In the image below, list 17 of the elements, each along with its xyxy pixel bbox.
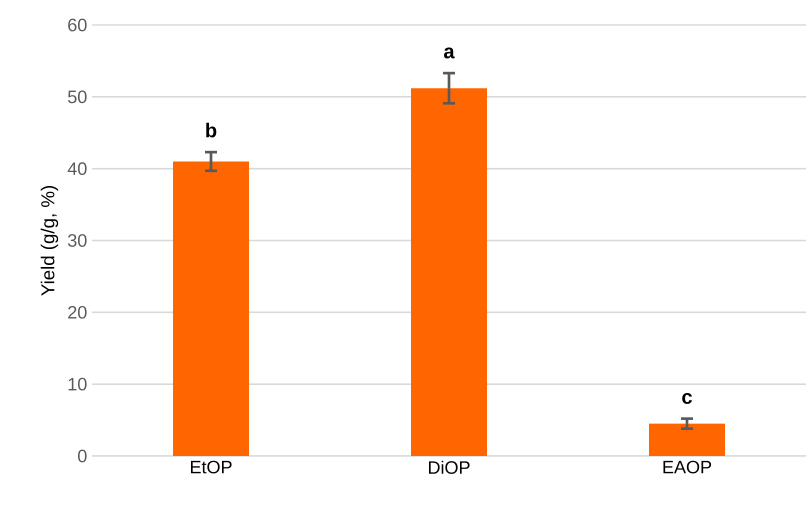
- y-tick-label: 20: [68, 306, 87, 319]
- y-tick-label: 10: [68, 378, 87, 391]
- annotation: a: [444, 47, 455, 58]
- y-tick-label: 50: [68, 90, 87, 104]
- x-tick-label: EtOP: [190, 460, 232, 474]
- bar: [411, 88, 487, 456]
- y-tick-label: 0: [78, 450, 87, 462]
- bar: [173, 161, 250, 456]
- y-tick-label: 40: [68, 162, 87, 176]
- annotation: c: [682, 392, 692, 404]
- x-tick-label: DiOP: [428, 460, 470, 474]
- y-tick-label: 30: [68, 234, 87, 247]
- annotation: b: [206, 122, 216, 138]
- bar: [648, 424, 725, 456]
- y-axis-title: Yield (g/g, %): [40, 186, 58, 296]
- y-tick-label: 60: [68, 18, 87, 32]
- x-tick-label: EAOP: [663, 460, 712, 474]
